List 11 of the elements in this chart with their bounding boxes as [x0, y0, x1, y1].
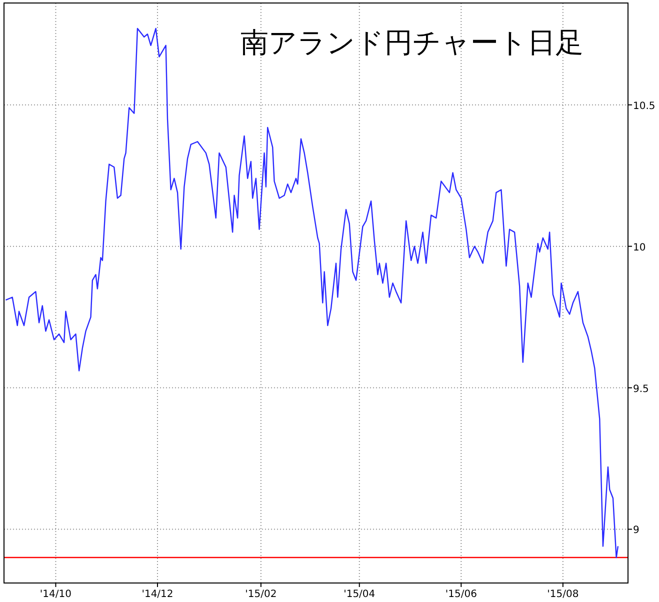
x-tick-label: '15/08	[547, 589, 579, 600]
x-tick-label: '15/04	[344, 589, 376, 600]
x-tick-label: '15/02	[245, 589, 277, 600]
y-tick-label: 10.5	[633, 100, 656, 112]
x-tick-label: '14/10	[40, 589, 72, 600]
text: 南アランド円チャート日足	[240, 26, 584, 59]
y-tick-label: 10	[633, 242, 646, 254]
y-tick-label: 9.5	[633, 384, 649, 395]
y-tick-label: 9	[633, 525, 640, 536]
x-tick-label: '15/06	[445, 589, 477, 600]
x-tick-label: '14/12	[142, 589, 174, 600]
